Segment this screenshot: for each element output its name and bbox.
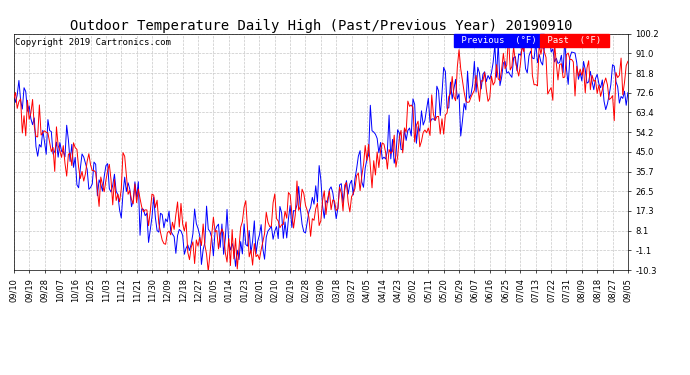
Text: Past  (°F): Past (°F) (542, 36, 607, 45)
Text: Previous  (°F): Previous (°F) (456, 36, 542, 45)
Title: Outdoor Temperature Daily High (Past/Previous Year) 20190910: Outdoor Temperature Daily High (Past/Pre… (70, 19, 572, 33)
Text: Copyright 2019 Cartronics.com: Copyright 2019 Cartronics.com (15, 39, 171, 48)
